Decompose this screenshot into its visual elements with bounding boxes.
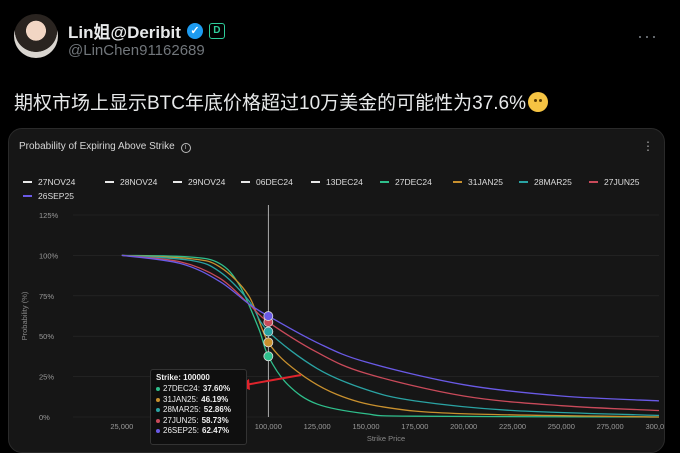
legend-item-26sep25[interactable]: 26SEP25: [23, 191, 74, 201]
tooltip-series-name: 26SEP25:: [163, 426, 200, 435]
legend-swatch: [105, 181, 114, 183]
more-horizontal-icon[interactable]: ···: [637, 26, 658, 46]
name-row: Lin姐@Deribit ✓ D: [68, 18, 225, 43]
tooltip-row-31jan25: 31JAN25: 46.19%: [156, 395, 241, 406]
tooltip-dot: [156, 429, 160, 434]
y-axis-label: Probability (%): [20, 291, 29, 340]
hover-marker-31jan25: [263, 337, 274, 348]
deribit-affiliate-icon[interactable]: D: [208, 22, 225, 39]
x-tick-label: 125,000: [304, 422, 331, 431]
series-line-31jan25: [121, 254, 660, 418]
more-vertical-icon[interactable]: ⋮: [642, 139, 654, 153]
legend-label: 31JAN25: [468, 177, 503, 187]
x-tick-label: 250,000: [548, 422, 575, 431]
legend-item-06dec24[interactable]: 06DEC24: [241, 177, 293, 187]
legend-label: 29NOV24: [188, 177, 226, 187]
legend-item-28nov24[interactable]: 28NOV24: [105, 177, 157, 187]
x-tick-label: 275,000: [597, 422, 624, 431]
tooltip-row-27dec24: 27DEC24: 37.60%: [156, 384, 241, 395]
tooltip-dot: [156, 387, 160, 392]
tooltip-row-27jun25: 27JUN25: 58.73%: [156, 416, 241, 427]
chart-card[interactable]: Probability of Expiring Above Strike i ⋮ …: [8, 128, 665, 453]
legend-item-29nov24[interactable]: 29NOV24: [173, 177, 225, 187]
verified-badge-icon: ✓: [186, 22, 203, 39]
legend-label: 28NOV24: [120, 177, 158, 187]
x-tick-label: 225,000: [499, 422, 526, 431]
legend-label: 27JUN25: [604, 177, 640, 187]
y-tick-label: 100%: [39, 251, 59, 260]
legend-label: 26SEP25: [38, 191, 74, 201]
legend-item-27jun25[interactable]: 27JUN25: [589, 177, 639, 187]
tooltip-rows: 27DEC24: 37.60% 31JAN25: 46.19% 28MAR25: 52.8…: [156, 384, 241, 437]
saluting-face-emoji-icon: [528, 92, 549, 112]
user-handle[interactable]: @LinChen91162689: [68, 42, 205, 59]
tooltip-series-value: 58.73%: [201, 415, 229, 425]
info-icon[interactable]: i: [180, 143, 191, 153]
x-tick-label: 175,000: [401, 422, 428, 431]
series-line-26sep25: [121, 254, 660, 402]
tooltip-series-name: 31JAN25:: [163, 394, 199, 404]
legend-item-27nov24[interactable]: 27NOV24: [23, 177, 75, 187]
hover-tooltip: Strike: 100000 27DEC24: 37.60% 31JAN25: 46.…: [150, 369, 247, 445]
tooltip-strike: Strike: 100000: [156, 373, 210, 382]
legend-item-28mar25[interactable]: 28MAR25: [519, 177, 572, 187]
tooltip-dot: [156, 397, 160, 402]
legend-swatch: [23, 195, 32, 197]
tooltip-series-name: 27DEC24:: [163, 384, 200, 393]
tooltip-series-value: 62.47%: [202, 426, 230, 435]
hover-marker-27dec24: [263, 351, 274, 362]
y-tick-label: 50%: [39, 332, 54, 341]
legend-label: 28MAR25: [534, 177, 572, 187]
legend-swatch: [23, 181, 32, 183]
post-header: Lin姐@Deribit ✓ D @LinChen91162689 ···: [14, 14, 666, 70]
x-tick-label: 200,000: [450, 422, 477, 431]
tooltip-row-26sep25: 26SEP25: 62.47%: [156, 426, 241, 437]
series-line-27jun25: [121, 254, 660, 412]
display-name[interactable]: Lin姐@Deribit: [68, 23, 181, 42]
legend-swatch: [453, 181, 462, 183]
hover-marker-26sep25: [263, 311, 274, 321]
tooltip-series-name: 27JUN25:: [163, 415, 199, 425]
y-tick-label: 125%: [39, 211, 59, 220]
legend-item-27dec24[interactable]: 27DEC24: [380, 177, 432, 187]
tooltip-row-28mar25: 28MAR25: 52.86%: [156, 405, 241, 416]
x-axis-label: Strike Price: [367, 434, 405, 443]
series-line-27dec24: [121, 254, 660, 418]
avatar[interactable]: [14, 14, 58, 58]
legend-swatch: [380, 181, 389, 183]
post-text-content: 期权市场上显示BTC年底价格超过10万美金的可能性为37.6%: [14, 93, 527, 114]
legend-swatch: [519, 181, 528, 183]
y-tick-label: 25%: [39, 373, 54, 382]
probability-chart[interactable]: 0%25%50%75%100%125%25,00050,00075,000100…: [9, 129, 665, 453]
x-tick-label: 300,000: [645, 422, 665, 431]
legend-item-13dec24[interactable]: 13DEC24: [311, 177, 363, 187]
tooltip-series-value: 37.60%: [202, 384, 231, 393]
x-tick-label: 25,000: [110, 422, 133, 431]
legend-swatch: [311, 181, 320, 183]
y-tick-label: 0%: [39, 413, 50, 422]
legend-swatch: [589, 181, 598, 183]
x-tick-label: 100,000: [255, 422, 282, 431]
legend-label: 06DEC24: [256, 177, 293, 187]
tooltip-series-value: 52.86%: [203, 405, 231, 414]
tooltip-dot: [156, 418, 160, 423]
legend-label: 27DEC24: [395, 177, 432, 187]
tooltip-series-value: 46.19%: [201, 394, 229, 404]
chart-title: Probability of Expiring Above Strike i: [19, 141, 191, 153]
hover-marker-28mar25: [263, 326, 274, 337]
tooltip-series-name: 28MAR25:: [163, 405, 201, 414]
y-tick-label: 75%: [39, 292, 54, 301]
chart-title-text: Probability of Expiring Above Strike: [19, 141, 175, 152]
legend-label: 27NOV24: [38, 177, 76, 187]
post-text: 期权市场上显示BTC年底价格超过10万美金的可能性为37.6%: [14, 88, 549, 115]
tooltip-dot: [156, 408, 160, 413]
x-tick-label: 150,000: [352, 422, 379, 431]
legend-swatch: [241, 181, 250, 183]
legend-swatch: [173, 181, 182, 183]
legend-label: 13DEC24: [326, 177, 363, 187]
series-line-28mar25: [121, 254, 660, 417]
annotation-arrow-shaft: [244, 374, 302, 386]
legend-item-31jan25[interactable]: 31JAN25: [453, 177, 503, 187]
